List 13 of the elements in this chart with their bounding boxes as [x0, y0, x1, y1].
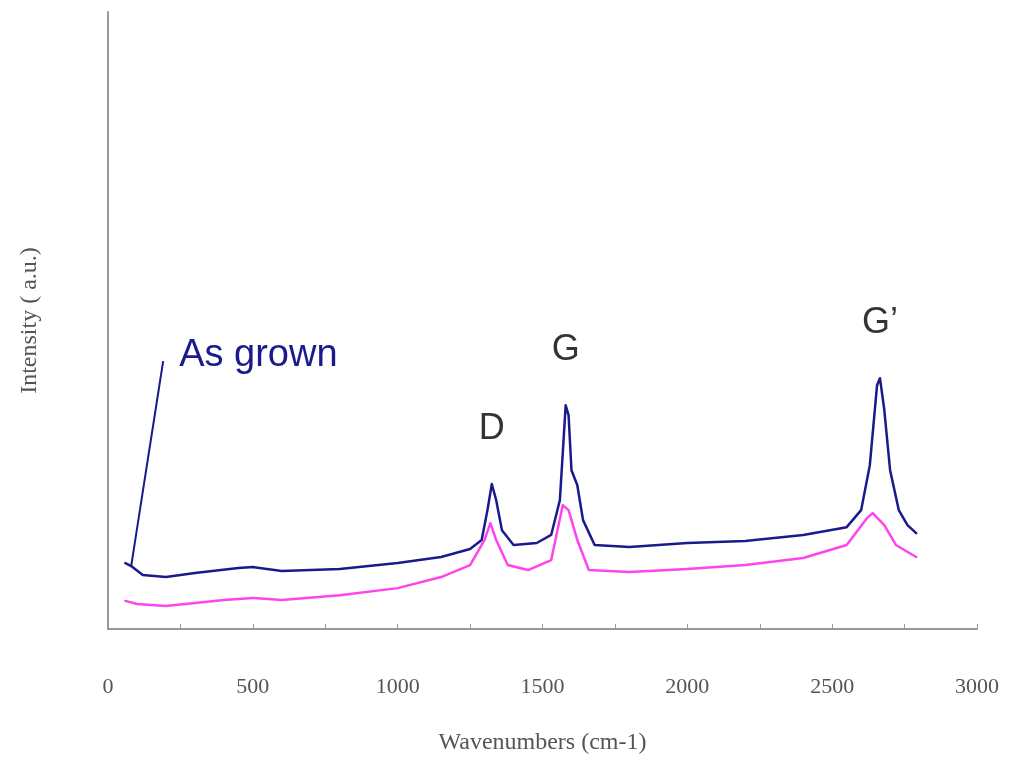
x-tick-label: 1000 [375, 672, 420, 698]
annotation: D [478, 405, 505, 447]
x-tick-label: 3000 [955, 672, 999, 698]
x-tick-label: 1500 [520, 672, 565, 698]
x-tick-label: 2000 [665, 672, 710, 698]
text: As grown [179, 332, 338, 375]
annotation: G’ [861, 299, 898, 341]
x-tick-label: 2500 [810, 672, 855, 698]
y-axis-title: Intensity ( a.u.) [15, 247, 41, 394]
x-axis-title: Wavenumbers (cm-1) [438, 728, 647, 754]
annotation: G [551, 326, 580, 368]
x-tick-label: 0 [102, 672, 114, 698]
x-tick-label: 500 [236, 672, 270, 698]
